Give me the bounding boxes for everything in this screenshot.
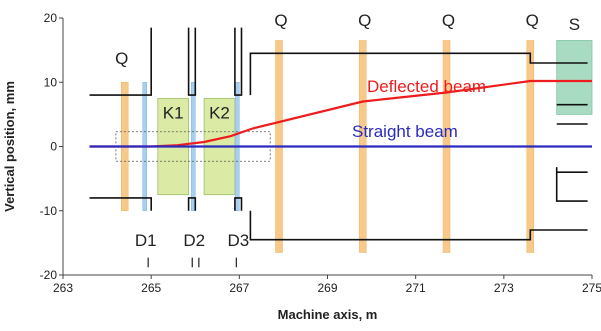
x-tick-label-6: 273 xyxy=(494,281,514,295)
x-tick-label-4: 269 xyxy=(317,281,337,295)
x-tick-label-7: 275 xyxy=(582,281,601,295)
deflected-beam-label: Deflected beam xyxy=(367,77,486,96)
quadrupole-3-label: Q xyxy=(358,11,371,30)
y-tick-label-1: 20 xyxy=(44,11,58,25)
y-tick-label-5: -20 xyxy=(40,268,58,282)
aperture-line-8 xyxy=(249,210,588,241)
quadrupole-1-label: Q xyxy=(115,49,128,68)
aperture-line-6 xyxy=(234,197,243,211)
aperture-line-4 xyxy=(187,197,197,211)
y-tick-label-2: 10 xyxy=(44,75,58,89)
y-axis-title: Vertical position, mm xyxy=(2,81,17,212)
kicker-1-label: K1 xyxy=(163,103,184,122)
straight-beam-label: Straight beam xyxy=(352,122,458,141)
quadrupole-4-label: Q xyxy=(442,11,455,30)
quadrupole-5-label: Q xyxy=(526,11,539,30)
labels-layer: K1 K2 S Q Q Q Q Q D1 D2 D3 Deflected beam Straight b… xyxy=(115,11,580,268)
aperture-line-3 xyxy=(187,27,197,96)
beams-layer xyxy=(89,79,592,148)
aperture-line-5 xyxy=(234,27,243,96)
y-tick-label-4: -10 xyxy=(40,204,58,218)
diagnostic-3-label: D3 xyxy=(227,231,249,250)
septum-box xyxy=(556,40,593,115)
x-tick-label-5: 271 xyxy=(406,281,426,295)
x-tick-label-1: 263 xyxy=(53,281,73,295)
x-tick-label-2: 265 xyxy=(141,281,161,295)
x-tick-label-3: 267 xyxy=(229,281,249,295)
aperture-line-7 xyxy=(249,52,588,96)
y-tick-label-3: 0 xyxy=(50,140,57,154)
septum-label: S xyxy=(569,15,580,34)
diagnostic-2-label: D2 xyxy=(183,231,205,250)
quadrupole-2-label: Q xyxy=(274,11,287,30)
aperture-line-12 xyxy=(555,167,588,202)
aperture-line-1 xyxy=(89,27,152,96)
x-axis-title: Machine axis, m xyxy=(278,307,378,322)
diagnostic-1-label: D1 xyxy=(135,231,157,250)
aperture-line-2 xyxy=(89,197,152,211)
kicker-2-label: K2 xyxy=(209,103,230,122)
